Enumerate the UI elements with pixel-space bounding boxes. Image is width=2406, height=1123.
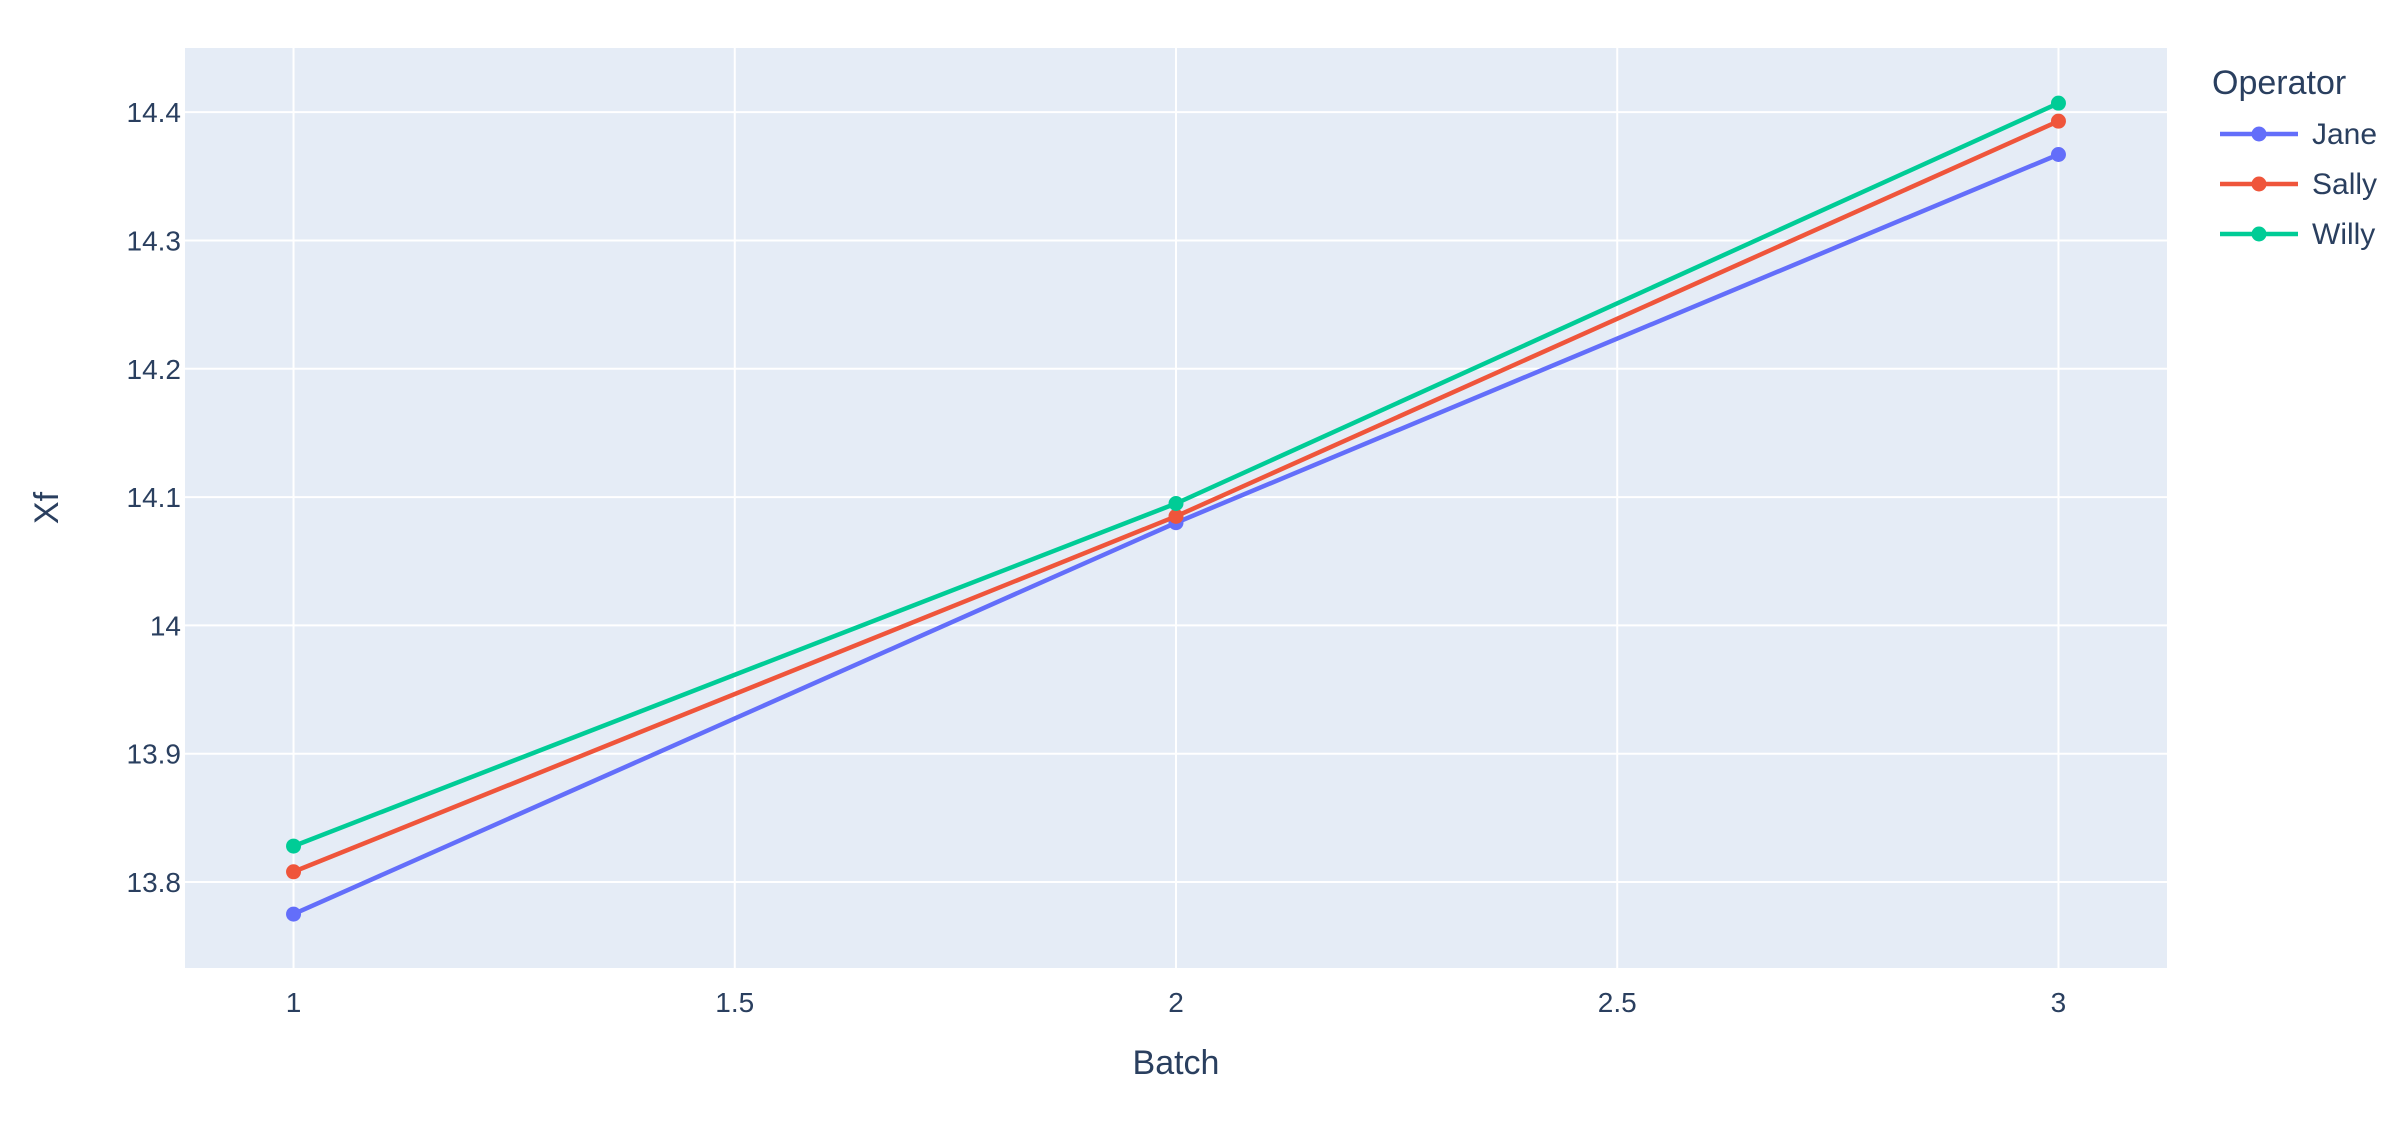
legend-title: Operator <box>2212 64 2346 102</box>
data-point-sally <box>2050 113 2066 129</box>
y-tick-label: 14.4 <box>127 97 182 128</box>
data-point-sally <box>1168 508 1184 524</box>
x-tick-label: 3 <box>2051 987 2067 1018</box>
y-tick-label: 14 <box>150 610 181 641</box>
x-axis-ticks: 1 1.5 2 2.5 3 <box>286 987 2066 1018</box>
legend-label: Willy <box>2312 218 2375 251</box>
y-tick-label: 13.9 <box>127 739 182 770</box>
legend-item-sally[interactable]: Sally <box>2220 168 2377 201</box>
legend-item-jane[interactable]: Jane <box>2220 118 2377 151</box>
series-willy <box>286 95 2066 854</box>
legend: Operator Jane Sally Willy <box>2212 64 2377 251</box>
x-tick-label: 2 <box>1168 987 1184 1018</box>
y-tick-label: 13.8 <box>127 867 182 898</box>
x-tick-label: 2.5 <box>1598 987 1637 1018</box>
legend-label: Jane <box>2312 118 2377 151</box>
y-tick-label: 14.2 <box>127 354 182 385</box>
data-point-sally <box>286 864 302 880</box>
legend-label: Sally <box>2312 168 2377 201</box>
y-tick-label: 14.1 <box>127 482 182 513</box>
x-axis-title: Batch <box>1133 1044 1220 1082</box>
data-point-jane <box>2050 146 2066 162</box>
x-tick-label: 1.5 <box>715 987 754 1018</box>
data-point-willy <box>286 838 302 854</box>
y-axis-ticks: 13.8 13.9 14 14.1 14.2 14.3 14.4 <box>127 97 182 898</box>
x-tick-label: 1 <box>286 987 302 1018</box>
series-lines <box>286 95 2066 922</box>
legend-swatch-marker <box>2251 126 2267 142</box>
series-sally <box>286 113 2066 880</box>
data-point-willy <box>1168 496 1184 512</box>
y-axis-title: Xf <box>28 491 66 524</box>
legend-swatch-marker <box>2251 226 2267 242</box>
data-point-jane <box>286 906 302 922</box>
data-point-willy <box>2050 95 2066 111</box>
legend-item-willy[interactable]: Willy <box>2220 218 2375 251</box>
legend-swatch-marker <box>2251 176 2267 192</box>
y-tick-label: 14.3 <box>127 225 182 256</box>
